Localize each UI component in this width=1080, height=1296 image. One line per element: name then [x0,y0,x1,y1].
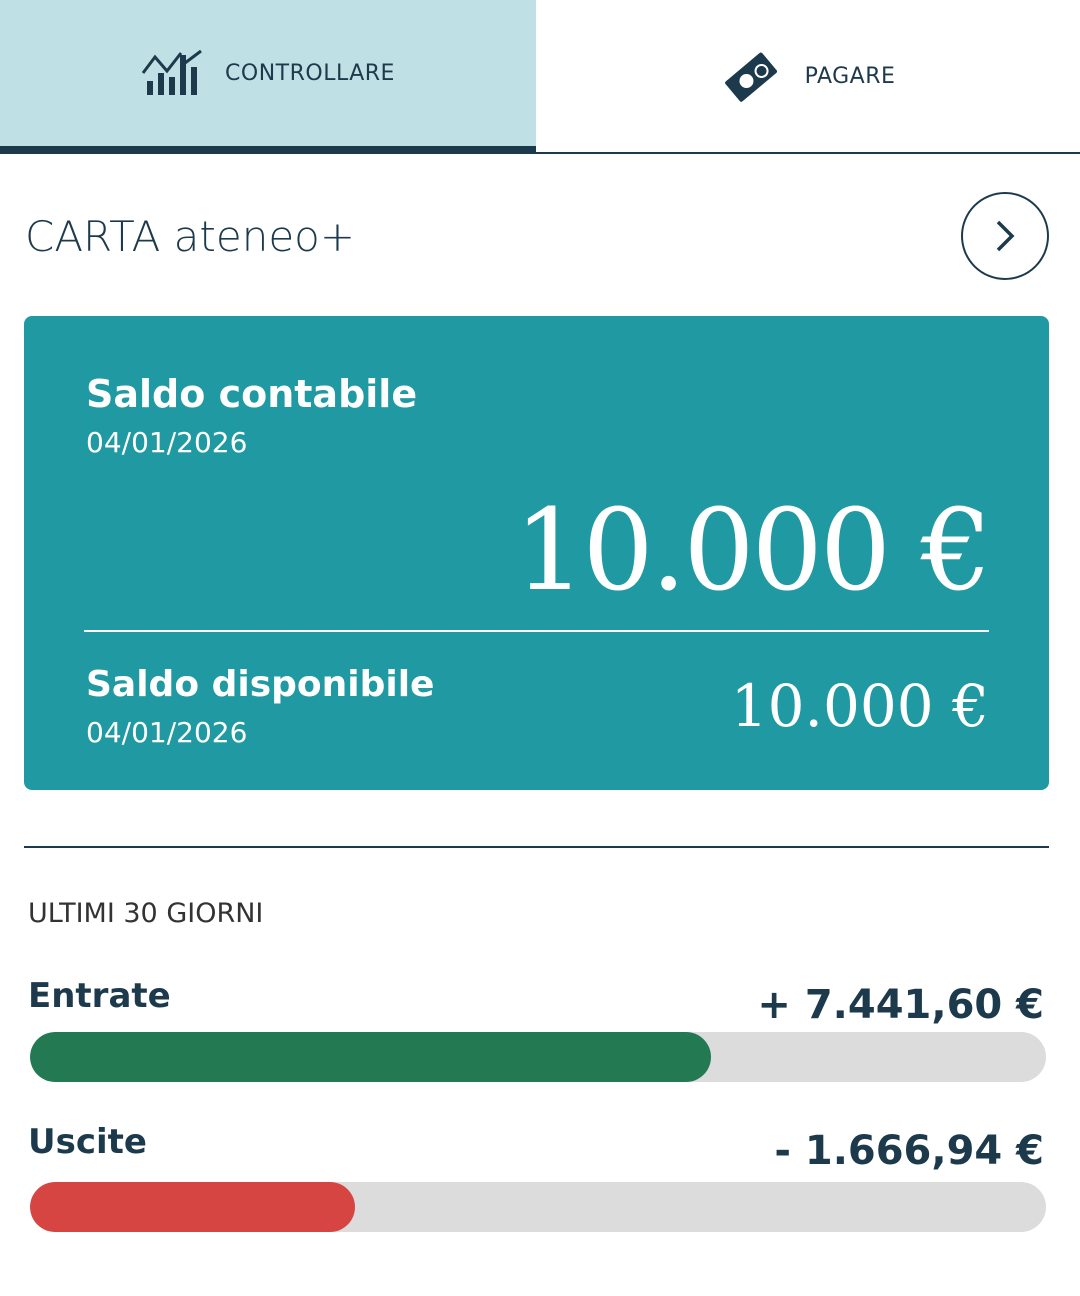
money-euro-icon [724,52,777,102]
tab-bar: CONTROLLARE PAGARE [0,0,1080,154]
tab-controllare[interactable]: CONTROLLARE [0,0,536,154]
chevron-right-icon [996,220,1015,252]
page-title: CARTA ateneo+ [25,212,356,261]
entrate-bar [30,1032,1046,1082]
saldo-contabile-label: Saldo contabile [86,372,418,416]
uscite-bar [30,1182,1046,1232]
balance-card: Saldo contabile 04/01/2026 10.000 € Sald… [24,316,1049,790]
chart-growth-icon [141,49,202,95]
uscite-value: - 1.666,94 € [774,1128,1044,1174]
entrate-value: + 7.441,60 € [757,982,1044,1028]
tab-pagare[interactable]: PAGARE [536,0,1080,152]
entrate-bar-fill [30,1032,711,1082]
saldo-disponibile-label: Saldo disponibile [86,664,435,705]
saldo-disponibile-value: 10.000 € [730,672,989,740]
uscite-label: Uscite [28,1122,147,1162]
saldo-contabile-value: 10.000 € [514,486,992,616]
uscite-bar-fill [30,1182,356,1232]
tab-label: CONTROLLARE [225,60,395,86]
next-button[interactable] [961,192,1049,280]
divider [24,846,1049,848]
divider [84,630,989,632]
saldo-contabile-date: 04/01/2026 [86,426,248,459]
period-label: ULTIMI 30 GIORNI [28,898,264,929]
entrate-label: Entrate [28,976,171,1016]
saldo-disponibile-date: 04/01/2026 [86,716,248,749]
tab-label: PAGARE [804,63,896,89]
